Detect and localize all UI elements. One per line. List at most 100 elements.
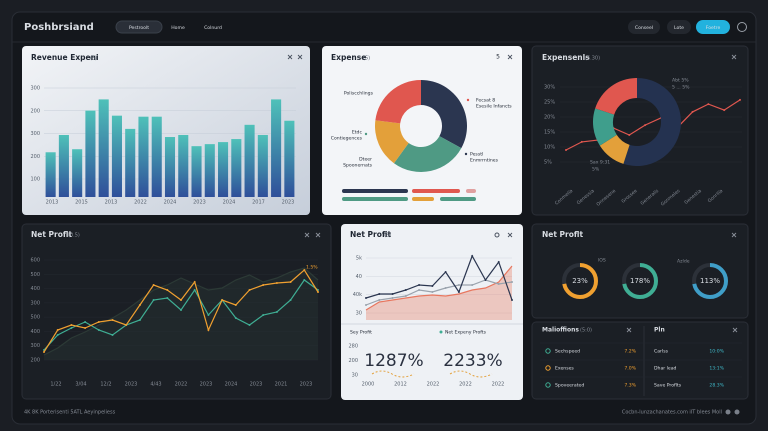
point — [365, 297, 367, 299]
row-icon — [545, 382, 551, 388]
point — [207, 314, 210, 316]
nav-item: Colnurd — [204, 25, 222, 31]
close-icon[interactable] — [507, 54, 513, 60]
close-icon[interactable] — [507, 232, 513, 238]
point — [303, 279, 306, 281]
point — [152, 299, 155, 301]
line — [365, 254, 513, 301]
point — [404, 295, 407, 297]
action-button[interactable] — [628, 20, 660, 34]
action-button[interactable] — [696, 20, 730, 34]
point — [457, 284, 460, 286]
close-icon[interactable] — [626, 232, 738, 333]
nav-item: Home — [171, 25, 185, 31]
panel-title: Pln — [654, 327, 665, 334]
bar — [271, 99, 282, 197]
x-label: 2022 — [427, 382, 440, 388]
point — [56, 334, 59, 336]
note: Azlde — [677, 259, 690, 265]
legend-pills — [342, 189, 476, 201]
y-label: 400 — [30, 286, 40, 292]
action-label: Conseel — [635, 25, 653, 31]
point — [180, 299, 182, 301]
note: 5% — [592, 167, 600, 173]
pie-slice — [599, 134, 630, 164]
point — [565, 149, 567, 151]
table-cell: 7.3% — [624, 383, 636, 389]
slice-label: Spoonernats — [343, 163, 373, 169]
panel-count: 5 — [496, 54, 500, 61]
x-label: 2024 — [225, 382, 238, 388]
action-button[interactable] — [667, 20, 691, 34]
point — [691, 110, 694, 113]
x-label: 2012 — [394, 382, 407, 388]
bar — [111, 115, 122, 197]
point — [275, 282, 278, 284]
sub-title: Sey Profit — [350, 330, 372, 336]
y-label: 500 — [30, 272, 40, 278]
point — [138, 319, 141, 321]
point — [84, 327, 87, 329]
panel-title: Net Proflt — [31, 230, 72, 239]
point — [97, 321, 100, 323]
point — [289, 281, 292, 283]
close-icon[interactable] — [304, 232, 321, 238]
panel-badge: (S) — [384, 233, 391, 239]
table-cell: 7.2% — [624, 349, 636, 355]
note: 5 ... 5% — [672, 85, 690, 91]
slice-label: Poliscchlings — [344, 91, 374, 97]
x-label: 2023 — [200, 382, 213, 388]
point — [111, 334, 114, 336]
point — [111, 319, 114, 321]
settings-icon[interactable] — [494, 232, 500, 238]
brand: Poshbrsiand — [24, 22, 94, 33]
slice-label: Esesile Infancts — [476, 104, 512, 110]
point — [221, 299, 224, 301]
profile-icon[interactable] — [737, 22, 747, 32]
y-label: 200 — [30, 108, 40, 114]
point — [511, 299, 513, 301]
point — [404, 289, 407, 291]
y-label: 30 — [356, 311, 362, 317]
point — [511, 281, 513, 283]
close-icon[interactable] — [287, 54, 303, 60]
bar — [284, 120, 295, 197]
bar — [257, 134, 268, 197]
bar — [244, 124, 255, 197]
y-label: 280 — [348, 344, 358, 350]
y-label: 300 — [30, 131, 40, 137]
table-cell: Sechspeed — [555, 349, 580, 355]
bar — [204, 144, 215, 197]
row-icon — [545, 348, 551, 354]
point — [234, 304, 237, 306]
x-label: 1/22 — [50, 382, 61, 388]
point — [317, 291, 319, 293]
line — [365, 279, 513, 306]
y-label: 300 — [30, 300, 40, 306]
pie-slice — [375, 120, 409, 164]
bar — [138, 116, 149, 197]
gauge-value: 178% — [630, 277, 650, 285]
sub-title: Net Expeny Profts — [445, 330, 487, 336]
panel-badge: (5.30) — [585, 56, 600, 62]
x-label: 2023 — [125, 382, 138, 388]
panel-badge: (5) — [363, 56, 370, 62]
panel-title: Expensenls — [542, 53, 590, 62]
pie-slice — [595, 78, 637, 115]
nav-pill[interactable] — [115, 20, 163, 34]
x-label: 2017 — [252, 200, 265, 206]
y-tick-label: 5% — [544, 160, 552, 166]
table-cell: Dhar lead — [654, 366, 677, 372]
y-tick-label: 15% — [544, 130, 555, 136]
x-label: 2022 — [459, 382, 472, 388]
footer-text: Cocbn-lunzachanates.com iIT blees Moll — [622, 410, 722, 416]
pie-slice — [393, 136, 462, 173]
y-label: 300 — [30, 86, 40, 92]
x-label: 2000 — [362, 382, 375, 388]
line — [565, 99, 741, 151]
point — [378, 293, 381, 295]
row-icon — [545, 365, 551, 371]
footer-icon — [734, 409, 740, 415]
close-icon[interactable] — [731, 54, 737, 60]
panel-title: Revenue Expeni — [31, 53, 99, 62]
